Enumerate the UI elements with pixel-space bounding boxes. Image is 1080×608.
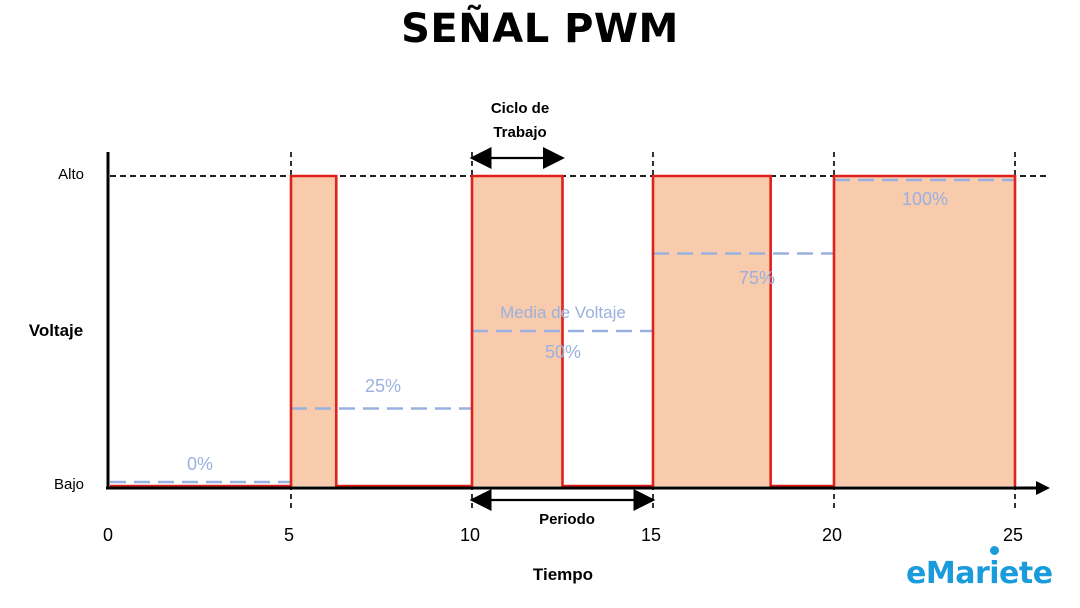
- y-axis-label: Voltaje: [29, 321, 83, 340]
- x-tick-label-0: 0: [103, 525, 113, 545]
- average-voltage-label: Media de Voltaje: [500, 303, 626, 322]
- average-label-2: 50%: [545, 342, 581, 362]
- x-tick-label-2: 10: [460, 525, 480, 545]
- x-tick-label-4: 20: [822, 525, 842, 545]
- y-high-label: Alto: [58, 166, 84, 183]
- x-tick-label-1: 5: [284, 525, 294, 545]
- x-tick-label-3: 15: [641, 525, 661, 545]
- average-label-4: 100%: [902, 189, 948, 209]
- diagram-title: SEÑAL PWM: [401, 6, 679, 52]
- average-label-3: 75%: [739, 268, 775, 288]
- high-region-4: [834, 176, 1015, 486]
- high-region-1: [291, 176, 337, 486]
- duty-cycle-label-line1: Ciclo de: [491, 100, 549, 117]
- x-axis-label: Tiempo: [533, 565, 593, 584]
- average-label-1: 25%: [365, 376, 401, 396]
- x-axis-arrow-icon: [1036, 481, 1050, 495]
- period-label: Periodo: [539, 511, 595, 528]
- average-label-0: 0%: [187, 454, 213, 474]
- emariete-logo: eMariete: [906, 556, 1053, 591]
- pwm-signal-line: [110, 174, 1017, 488]
- duty-cycle-label-line2: Trabajo: [493, 124, 546, 141]
- lightbulb-icon: [990, 546, 999, 555]
- y-low-label: Bajo: [54, 476, 84, 493]
- high-region-3: [653, 176, 771, 486]
- x-tick-label-5: 25: [1003, 525, 1023, 545]
